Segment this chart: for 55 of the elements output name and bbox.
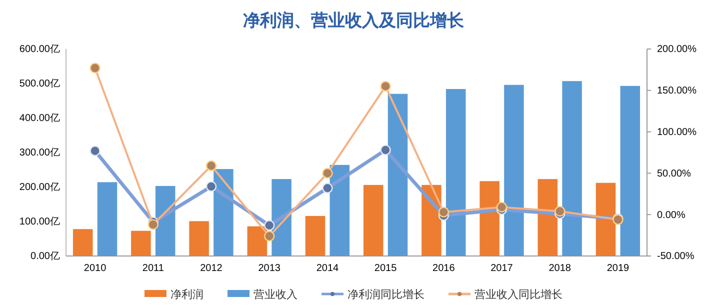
bar <box>305 216 326 256</box>
x-tick-label: 2013 <box>258 263 281 274</box>
bar <box>247 226 268 256</box>
x-tick-label: 2017 <box>490 263 514 274</box>
bar <box>446 89 466 256</box>
point <box>554 206 566 217</box>
y2-tick-label: 50.00% <box>657 168 692 180</box>
bar <box>72 229 93 256</box>
legend-label: 净利润同比增长 <box>348 288 424 301</box>
point <box>438 206 449 218</box>
x-tick-label: 2018 <box>548 263 572 274</box>
bar <box>538 179 558 256</box>
bar <box>97 182 118 256</box>
x-tick-label: 2016 <box>432 263 456 274</box>
y2-tick-label: 100.00% <box>657 127 697 138</box>
y2-tick-label: 150.00% <box>657 86 697 97</box>
legend-label: 营业收入 <box>254 288 298 301</box>
point <box>496 202 508 212</box>
x-tick-label: 2011 <box>142 263 164 274</box>
bar <box>388 94 408 256</box>
y-tick-label: 300.00亿 <box>19 148 60 159</box>
y2-tick-label: 200.00% <box>657 44 697 56</box>
bar <box>480 181 500 256</box>
bar <box>155 186 176 256</box>
legend-label: 净利润 <box>170 288 204 301</box>
bar <box>363 184 384 256</box>
y-tick-label: 500.00亿 <box>19 78 60 90</box>
y2-tick-label: -50.00% <box>657 251 694 262</box>
x-tick-label: 2010 <box>84 263 107 274</box>
point <box>90 62 100 74</box>
point <box>322 168 333 179</box>
point <box>264 230 275 242</box>
x-tick-label: 2014 <box>316 263 340 274</box>
bar <box>214 169 234 256</box>
point <box>380 80 391 92</box>
point <box>148 219 158 230</box>
y-tick-label: 400.00亿 <box>19 113 60 124</box>
bar <box>189 221 209 256</box>
x-tick-label: 2012 <box>200 263 223 274</box>
y-tick-label: 200.00亿 <box>19 182 60 194</box>
bar <box>504 84 524 256</box>
bar <box>131 230 151 256</box>
chart-title: 净利润、营业收入及同比增长 <box>243 11 465 31</box>
y-tick-label: 100.00亿 <box>19 216 60 228</box>
y-tick-label: 600.00亿 <box>19 44 60 56</box>
legend-label: 营业收入同比增长 <box>474 288 562 301</box>
bar <box>330 164 350 256</box>
y2-tick-label: 0.00% <box>657 210 686 221</box>
x-tick-label: 2019 <box>606 263 630 274</box>
point <box>206 160 217 172</box>
bar <box>562 81 582 256</box>
bar <box>620 86 640 256</box>
bar <box>596 182 616 256</box>
x-tick-label: 2015 <box>374 263 398 274</box>
y-tick-label: 0.00亿 <box>30 251 60 262</box>
